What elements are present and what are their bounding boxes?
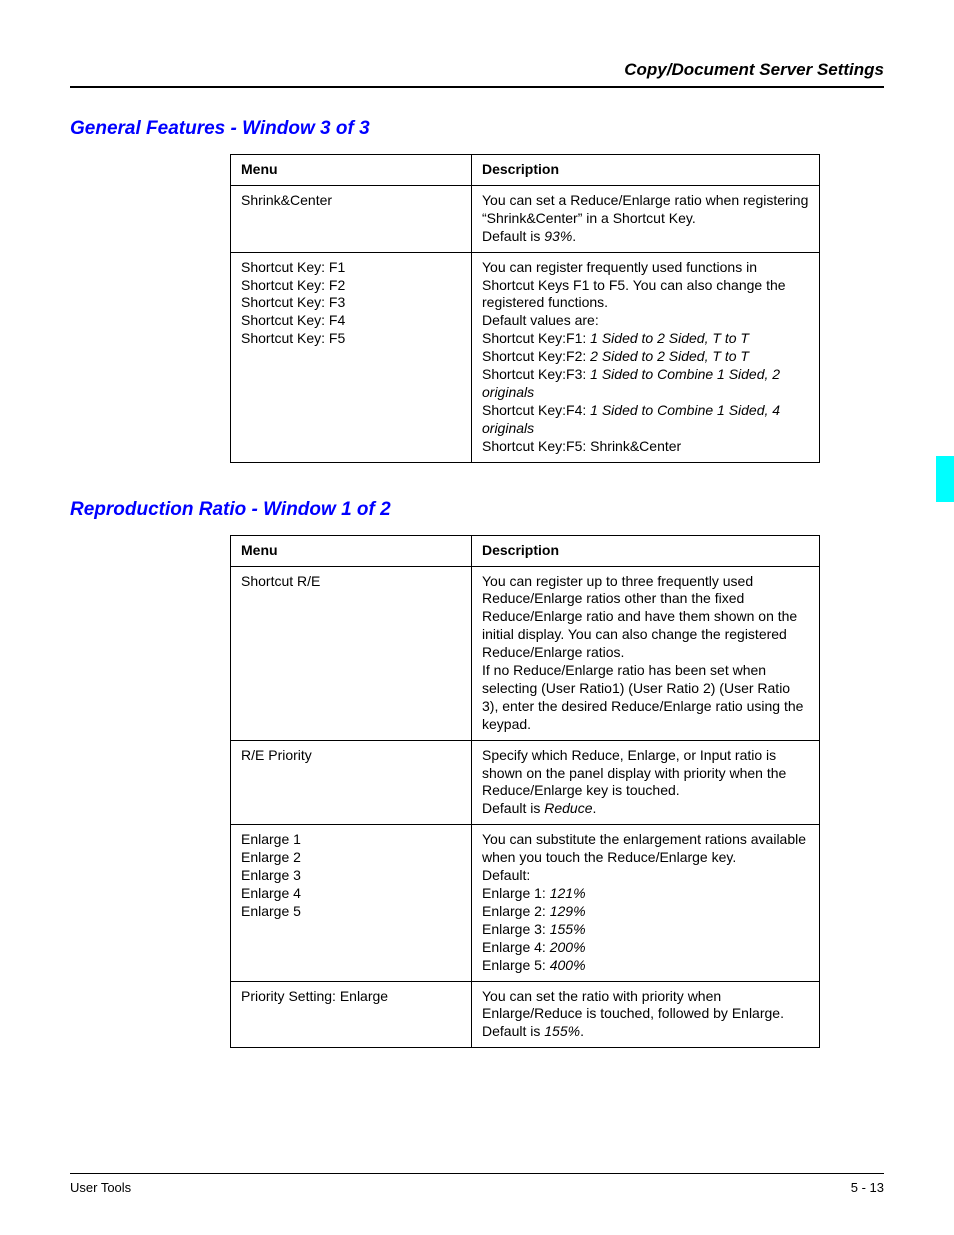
menu-line: Shrink&Center — [241, 192, 461, 210]
description-cell: You can substitute the enlargement ratio… — [472, 825, 820, 981]
italic-value: 200% — [550, 939, 586, 955]
menu-line: Enlarge 2 — [241, 849, 461, 867]
header-title: Copy/Document Server Settings — [70, 60, 884, 86]
description-line: Shortcut Key:F4: 1 Sided to Combine 1 Si… — [482, 402, 809, 438]
description-line: Enlarge 4: 200% — [482, 939, 809, 957]
sections: General Features - Window 3 of 3MenuDesc… — [70, 118, 884, 1048]
table-row: Shortcut R/E You can register up to three… — [231, 566, 820, 740]
column-header: Menu — [231, 535, 472, 566]
menu-line: Enlarge 1 — [241, 831, 461, 849]
description-line: You can substitute the enlargement ratio… — [482, 831, 809, 867]
table-row: R/E Priority Specify which Reduce, Enlarg… — [231, 740, 820, 825]
italic-value: 1 Sided to Combine 1 Sided, 2 originals — [482, 366, 780, 400]
description-cell: You can register frequently used functio… — [472, 252, 820, 462]
italic-value: Reduce — [544, 800, 592, 816]
menu-line: Enlarge 5 — [241, 903, 461, 921]
menu-cell: Enlarge 1Enlarge 2Enlarge 3Enlarge 4Enla… — [231, 825, 472, 981]
menu-line: Shortcut Key: F1 — [241, 259, 461, 277]
footer-row: User Tools 5 - 13 — [70, 1180, 884, 1195]
description-line: Enlarge 3: 155% — [482, 921, 809, 939]
table-row: Enlarge 1Enlarge 2Enlarge 3Enlarge 4Enla… — [231, 825, 820, 981]
description-line: Shortcut Key:F5: Shrink&Center — [482, 438, 809, 456]
description-line: Enlarge 2: 129% — [482, 903, 809, 921]
menu-line: Enlarge 3 — [241, 867, 461, 885]
table-row: Priority Setting: Enlarge You can set the… — [231, 981, 820, 1048]
italic-value: 2 Sided to 2 Sided, T to T — [590, 348, 749, 364]
section-heading: General Features - Window 3 of 3 — [70, 118, 884, 140]
menu-cell: Priority Setting: Enlarge — [231, 981, 472, 1048]
description-line: Default values are: — [482, 312, 809, 330]
menu-line: Shortcut Key: F5 — [241, 330, 461, 348]
settings-table: MenuDescription Shrink&Center You can set … — [230, 154, 820, 463]
description-line: You can register frequently used functio… — [482, 259, 809, 313]
menu-line: Shortcut R/E — [241, 573, 461, 591]
description-line: Enlarge 1: 121% — [482, 885, 809, 903]
menu-line: Priority Setting: Enlarge — [241, 988, 461, 1006]
settings-table: MenuDescription Shortcut R/E You can regis… — [230, 535, 820, 1049]
footer-left: User Tools — [70, 1180, 131, 1195]
menu-cell: Shrink&Center — [231, 185, 472, 252]
menu-line: Shortcut Key: F2 — [241, 277, 461, 295]
italic-value: 1 Sided to Combine 1 Sided, 4 originals — [482, 402, 780, 436]
description-line: You can set the ratio with priority when… — [482, 988, 809, 1024]
description-line: Default is 93%. — [482, 228, 809, 246]
description-line: Enlarge 5: 400% — [482, 957, 809, 975]
menu-line: Shortcut Key: F3 — [241, 294, 461, 312]
column-header: Description — [472, 535, 820, 566]
section-heading: Reproduction Ratio - Window 1 of 2 — [70, 499, 884, 521]
description-cell: You can set a Reduce/Enlarge ratio when … — [472, 185, 820, 252]
italic-value: 93% — [544, 228, 572, 244]
description-line: You can set a Reduce/Enlarge ratio when … — [482, 192, 809, 228]
column-header: Menu — [231, 155, 472, 186]
table-row: Shortcut Key: F1Shortcut Key: F2Shortcut… — [231, 252, 820, 462]
column-header: Description — [472, 155, 820, 186]
italic-value: 155% — [544, 1023, 580, 1039]
header-rule — [70, 86, 884, 88]
page-tab-marker — [936, 456, 954, 502]
italic-value: 155% — [550, 921, 586, 937]
italic-value: 400% — [550, 957, 586, 973]
description-line: Default: — [482, 867, 809, 885]
description-line: Shortcut Key:F1: 1 Sided to 2 Sided, T t… — [482, 330, 809, 348]
menu-line: Shortcut Key: F4 — [241, 312, 461, 330]
description-cell: You can register up to three frequently … — [472, 566, 820, 740]
description-line: Shortcut Key:F2: 2 Sided to 2 Sided, T t… — [482, 348, 809, 366]
description-line: You can register up to three frequently … — [482, 573, 809, 663]
italic-value: 129% — [550, 903, 586, 919]
description-line: Default is 155%. — [482, 1023, 809, 1041]
description-line: Default is Reduce. — [482, 800, 809, 818]
menu-cell: Shortcut R/E — [231, 566, 472, 740]
menu-cell: R/E Priority — [231, 740, 472, 825]
table-row: Shrink&Center You can set a Reduce/Enlarg… — [231, 185, 820, 252]
menu-cell: Shortcut Key: F1Shortcut Key: F2Shortcut… — [231, 252, 472, 462]
description-line: If no Reduce/Enlarge ratio has been set … — [482, 662, 809, 734]
menu-line: Enlarge 4 — [241, 885, 461, 903]
description-cell: You can set the ratio with priority when… — [472, 981, 820, 1048]
page-footer: User Tools 5 - 13 — [70, 1173, 884, 1195]
footer-right: 5 - 13 — [851, 1180, 884, 1195]
menu-line: R/E Priority — [241, 747, 461, 765]
footer-rule — [70, 1173, 884, 1174]
description-cell: Specify which Reduce, Enlarge, or Input … — [472, 740, 820, 825]
page: Copy/Document Server Settings General Fe… — [0, 0, 954, 1235]
italic-value: 121% — [550, 885, 586, 901]
italic-value: 1 Sided to 2 Sided, T to T — [590, 330, 749, 346]
page-header: Copy/Document Server Settings — [70, 60, 884, 88]
description-line: Specify which Reduce, Enlarge, or Input … — [482, 747, 809, 801]
description-line: Shortcut Key:F3: 1 Sided to Combine 1 Si… — [482, 366, 809, 402]
